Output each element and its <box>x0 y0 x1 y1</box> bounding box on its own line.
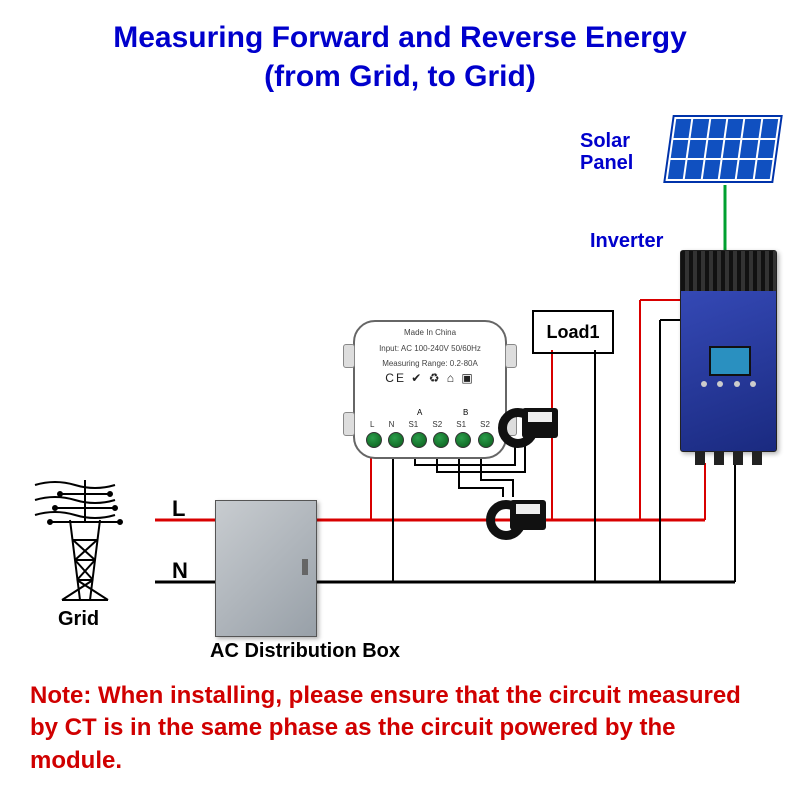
module-A: A <box>417 408 422 417</box>
ct-sensor-1 <box>498 404 558 452</box>
module-made: Made In China <box>355 328 505 338</box>
inverter-label: Inverter <box>590 230 663 253</box>
line-N-label: N <box>172 558 188 584</box>
solar-panel-label: SolarPanel <box>580 130 633 174</box>
install-note: Note: When installing, please ensure tha… <box>30 680 770 777</box>
solar-panel-icon <box>663 115 783 183</box>
module-range: Measuring Range: 0.2-80A <box>355 359 505 369</box>
grid-pylon-icon <box>35 480 122 600</box>
ct2-wire-s2 <box>481 453 513 497</box>
load1-label: Load1 <box>546 322 599 342</box>
module-terminals <box>363 427 497 453</box>
ct-sensor-2 <box>486 496 546 544</box>
module-input: Input: AC 100-240V 50/60Hz <box>355 344 505 354</box>
module-B: B <box>463 408 468 417</box>
line-L-label: L <box>172 496 185 522</box>
ac-distribution-box <box>215 500 317 637</box>
module-cert-icons: CE ✔ ♻ ⌂ ▣ <box>355 371 505 385</box>
load1-box: Load1 <box>532 310 614 354</box>
inverter-icon <box>680 250 777 452</box>
energy-module: Made In China Input: AC 100-240V 50/60Hz… <box>353 320 507 459</box>
ac-dist-label: AC Distribution Box <box>210 640 400 663</box>
grid-label: Grid <box>58 608 99 631</box>
